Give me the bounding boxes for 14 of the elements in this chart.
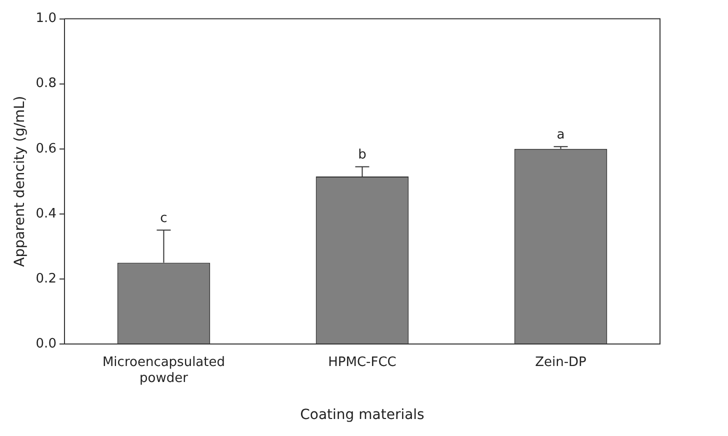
y-tick-label: 0.6 bbox=[36, 141, 56, 156]
x-tick-label: HPMC-FCC bbox=[328, 355, 396, 370]
x-tick-label: Zein-DP bbox=[535, 355, 587, 370]
annotation: b bbox=[358, 148, 366, 163]
annotation: c bbox=[160, 211, 168, 226]
y-tick-label: 0.4 bbox=[36, 206, 56, 222]
annotation: a bbox=[556, 127, 565, 142]
y-tick-label: 0.2 bbox=[36, 271, 56, 286]
y-axis-title: Apparent dencity (g/mL) bbox=[12, 96, 28, 267]
y-tick-label: 0.8 bbox=[36, 76, 56, 92]
y-tick-label: 0.0 bbox=[36, 336, 56, 352]
x-axis-title: Coating materials bbox=[300, 407, 424, 424]
x-tick-label: Microencapsulated powder bbox=[102, 355, 225, 386]
y-tick-label: 1.0 bbox=[36, 11, 56, 26]
